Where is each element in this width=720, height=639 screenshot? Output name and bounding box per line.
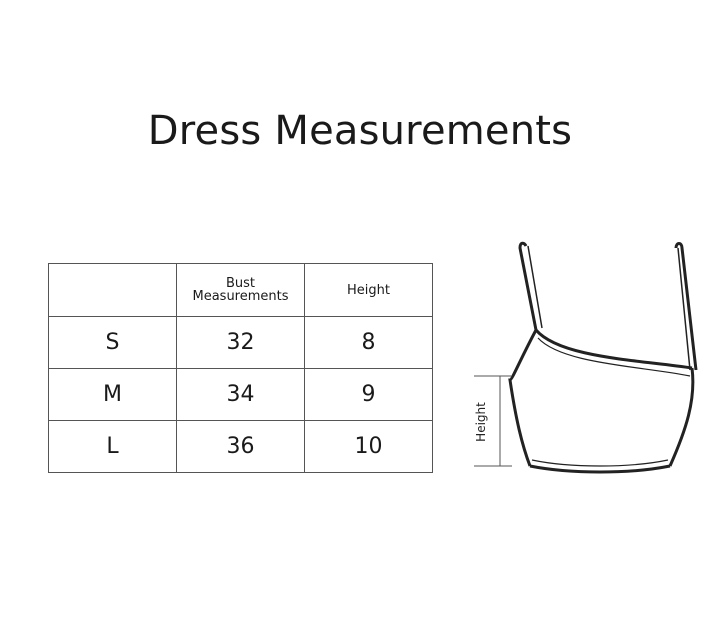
header-height: Height <box>304 263 433 317</box>
crop-top-diagram: Height <box>474 241 698 474</box>
top-neckline <box>534 328 693 370</box>
header-bust-measurements: Bust Measurements <box>176 263 305 317</box>
table-row: M 34 9 <box>48 368 433 421</box>
top-hem-inner <box>531 459 669 467</box>
table-header-row: Bust Measurements Height <box>48 263 433 317</box>
bust-cell: 36 <box>176 420 305 473</box>
height-label: Height <box>474 402 488 442</box>
left-strap-inner <box>527 245 543 329</box>
header-bust-line1: Bust <box>225 276 256 291</box>
table-row: S 32 8 <box>48 316 433 369</box>
height-cell: 8 <box>304 316 433 369</box>
bust-cell: 32 <box>176 316 305 369</box>
right-strap <box>674 242 698 371</box>
left-strap <box>518 241 538 331</box>
table-row: L 36 10 <box>48 420 433 473</box>
height-cell: 9 <box>304 368 433 421</box>
size-cell: S <box>48 316 177 369</box>
height-cell: 10 <box>304 420 433 473</box>
size-chart-table: Bust Measurements Height S 32 8 M 34 9 L… <box>48 263 433 473</box>
top-neckline-inner <box>537 337 691 377</box>
top-hem <box>529 464 671 474</box>
size-cell: M <box>48 368 177 421</box>
page-title: Dress Measurements <box>147 108 573 154</box>
size-cell: L <box>48 420 177 473</box>
header-bust-line2: Measurements <box>192 289 289 304</box>
top-right-side <box>668 367 695 467</box>
top-left-side <box>508 329 538 467</box>
header-empty-cell <box>48 263 177 317</box>
right-strap-inner <box>677 247 691 371</box>
bust-cell: 34 <box>176 368 305 421</box>
